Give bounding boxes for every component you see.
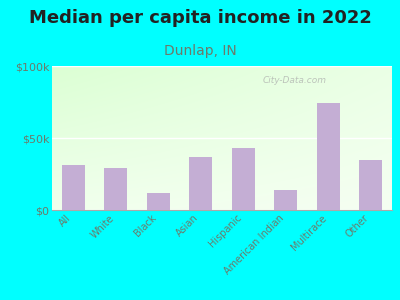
Bar: [146, 193, 170, 210]
Bar: [232, 148, 255, 210]
Bar: [189, 157, 212, 210]
Text: City-Data.com: City-Data.com: [263, 76, 327, 85]
Bar: [274, 190, 298, 210]
Bar: [316, 103, 340, 210]
Bar: [62, 165, 85, 210]
Bar: [359, 160, 382, 210]
Text: Dunlap, IN: Dunlap, IN: [164, 44, 236, 58]
Text: Median per capita income in 2022: Median per capita income in 2022: [28, 9, 372, 27]
Bar: [104, 167, 128, 210]
